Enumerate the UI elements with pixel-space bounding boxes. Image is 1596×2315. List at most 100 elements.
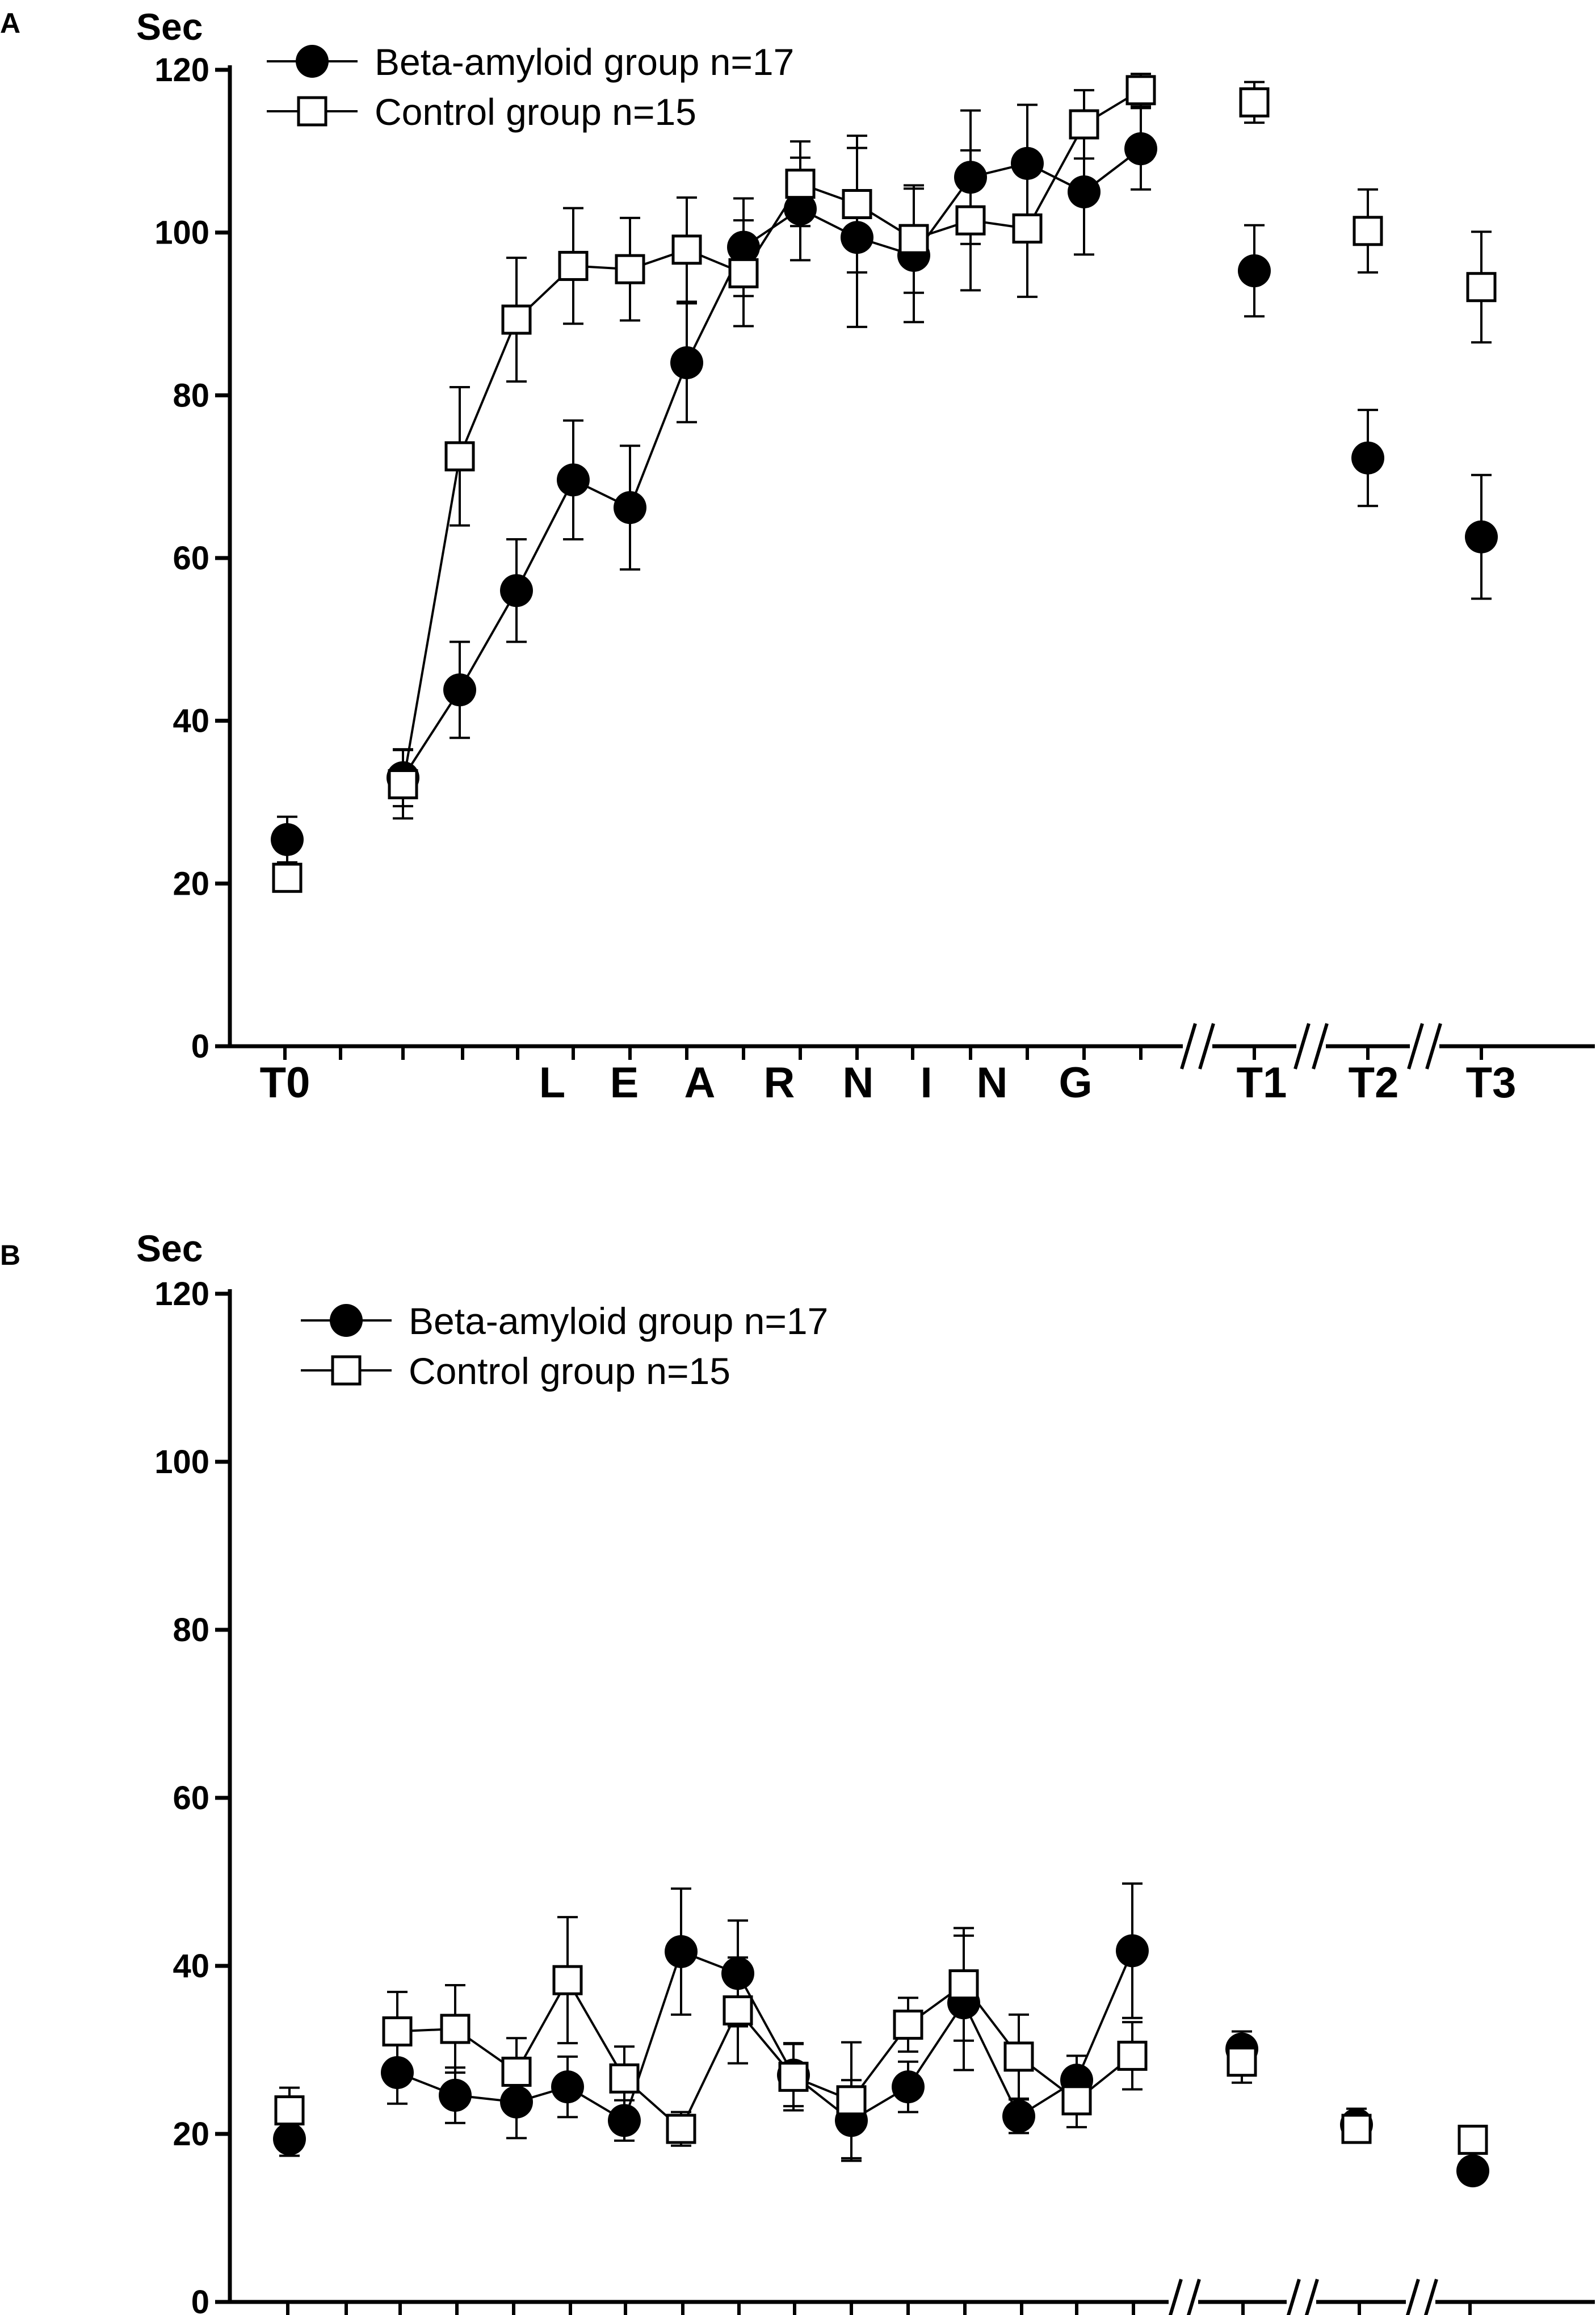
legend-label: Beta-amyloid group n=17: [409, 1300, 828, 1342]
x-category-label: T0: [260, 1059, 310, 1107]
x-category-label: T2: [1337, 2312, 1388, 2315]
legend-marker-square: [331, 1355, 362, 1386]
data-point: [1353, 216, 1383, 246]
data-point: [1341, 2113, 1372, 2144]
x-category-label: E: [572, 2312, 600, 2315]
axis-break: [1293, 1023, 1329, 1070]
data-point: [1351, 441, 1384, 475]
y-tick-label: 0: [191, 2284, 209, 2315]
x-category-label: R: [724, 2312, 755, 2315]
axis-break: [1180, 1023, 1215, 1070]
x-category-label: L: [539, 1059, 565, 1107]
axis-break-slash: [1312, 1023, 1329, 1070]
data-point: [439, 2078, 472, 2112]
data-point: [1465, 520, 1498, 553]
x-category-label: N: [806, 2312, 837, 2315]
data-point: [670, 346, 703, 379]
x-category-label: N: [977, 1059, 1008, 1107]
axis-break-slash: [1168, 2279, 1183, 2315]
y-tick-label: 60: [173, 1780, 209, 1817]
data-point: [557, 463, 590, 497]
data-point: [273, 2122, 306, 2155]
panel-b: B Sec 0 20 40 60 80 100 120 T0 L E A R N I N G T1 T2 T3 Beta-…: [0, 1227, 1595, 2315]
data-point: [614, 491, 646, 525]
data-point: [898, 224, 929, 254]
axis-break-slash: [1198, 1023, 1215, 1070]
y-tick-label: 20: [173, 2116, 209, 2153]
x-category-label: N: [944, 2312, 975, 2315]
axis-break-slash: [1186, 2279, 1201, 2315]
y-tick-label: 80: [173, 1612, 209, 1649]
data-point: [836, 2085, 867, 2116]
data-point: [671, 234, 702, 265]
data-point: [1458, 2124, 1488, 2155]
y-tick-label: 100: [154, 215, 209, 251]
data-point: [608, 2104, 641, 2137]
axis-break-slash: [1405, 2279, 1420, 2315]
axis-break-slash: [1425, 1023, 1442, 1070]
data-point: [271, 823, 304, 856]
x-category-label: A: [648, 2312, 679, 2315]
data-point: [381, 2056, 414, 2089]
data-point: [444, 441, 475, 472]
axis-break: [1168, 2279, 1201, 2315]
legend: Beta-amyloid group n=17 Control group n=1…: [267, 41, 794, 133]
x-category-label: T0: [266, 2312, 316, 2315]
data-point: [1117, 2040, 1148, 2071]
series-control: [272, 73, 1497, 893]
data-point: [551, 2070, 584, 2104]
data-point: [440, 2014, 471, 2044]
data-point: [1068, 175, 1101, 208]
x-category-label: I: [887, 2312, 898, 2315]
legend-marker-circle: [296, 45, 329, 78]
data-point: [892, 2070, 925, 2104]
legend-marker-circle: [330, 1304, 363, 1337]
data-point: [1238, 254, 1271, 288]
data-point: [1466, 272, 1497, 303]
x-category-label: T1: [1227, 2312, 1277, 2315]
y-unit-label: Sec: [136, 1227, 203, 1269]
data-point: [955, 205, 986, 236]
data-point: [388, 769, 418, 799]
data-point: [723, 1995, 753, 2025]
data-point: [501, 2056, 532, 2087]
y-tick-label: 20: [173, 865, 209, 902]
x-category-label: T2: [1349, 1059, 1399, 1107]
axis-break: [1407, 1023, 1442, 1070]
y-tick-label: 60: [173, 540, 209, 577]
legend: Beta-amyloid group n=17 Control group n=1…: [301, 1300, 828, 1392]
axis-break-slash: [1286, 2279, 1301, 2315]
data-point: [274, 2095, 305, 2126]
data-point: [1061, 2085, 1092, 2116]
data-point: [558, 250, 589, 281]
data-point: [1227, 2046, 1257, 2077]
data-point: [665, 1935, 698, 1968]
y-tick-label: 120: [154, 1276, 209, 1312]
axis-break-slash: [1180, 1023, 1197, 1070]
y-tick-label: 40: [173, 703, 209, 740]
axis-break-slash: [1423, 2279, 1438, 2315]
x-category-label: E: [610, 1059, 639, 1107]
data-point: [501, 304, 532, 335]
legend-label: Beta-amyloid group n=17: [375, 41, 794, 83]
axis-break: [1405, 2279, 1438, 2315]
x-category-label: I: [920, 1059, 932, 1107]
data-point: [728, 258, 759, 288]
axis-break-slash: [1407, 1023, 1424, 1070]
series-line: [402, 89, 1142, 785]
data-point: [1003, 2041, 1034, 2072]
x-category-label: G: [1019, 2312, 1052, 2315]
data-point: [1116, 1934, 1149, 1968]
legend-label: Control group n=15: [375, 91, 696, 133]
series-control: [274, 1916, 1488, 2159]
data-point: [778, 2061, 809, 2092]
data-point: [500, 574, 533, 607]
data-point: [785, 169, 816, 199]
data-point: [1456, 2154, 1489, 2188]
x-category-label: T1: [1237, 1059, 1287, 1107]
x-category-label: A: [684, 1059, 716, 1107]
legend-label: Control group n=15: [409, 1350, 730, 1392]
x-category-label: L: [498, 2312, 524, 2315]
data-point: [1125, 75, 1156, 106]
x-category-label: N: [843, 1059, 874, 1107]
